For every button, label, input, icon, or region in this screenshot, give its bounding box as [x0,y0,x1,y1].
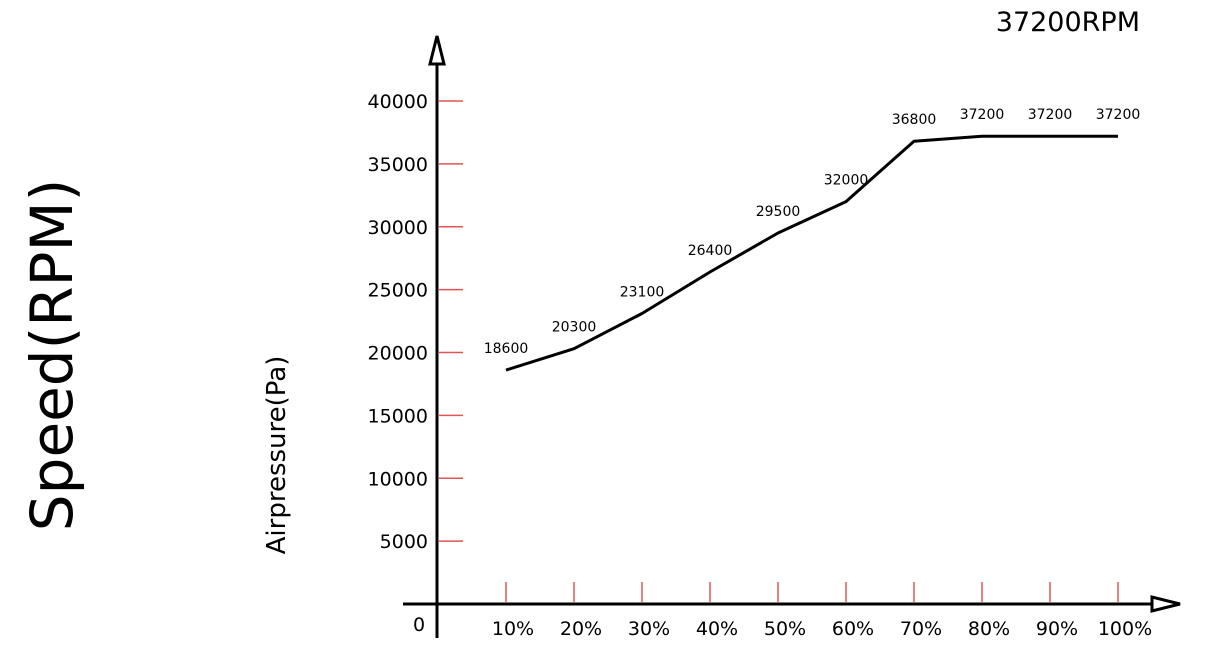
y-axis-arrow [428,35,446,66]
y-tick-label: 15000 [368,405,428,427]
x-tick-label: 60% [832,618,874,640]
side-speed-label: Speed(RPM) [18,179,86,531]
data-label: 36800 [892,112,937,128]
origin-label: 0 [413,614,425,636]
x-tick-label: 30% [628,618,670,640]
y-axis-label: Airpressure(Pa) [262,356,292,555]
data-label: 26400 [688,243,733,259]
x-tick-label: 100% [1098,618,1152,640]
x-tick-label: 10% [492,618,534,640]
data-label: 37200 [1028,107,1073,123]
y-tick-label: 5000 [380,531,428,553]
x-tick-label: 70% [900,618,942,640]
data-label: 37200 [960,107,1005,123]
x-tick-label: 50% [764,618,806,640]
x-tick-label: 80% [968,618,1010,640]
y-tick-label: 30000 [368,217,428,239]
x-tick-label: 90% [1036,618,1078,640]
data-label: 20300 [552,320,597,336]
y-tick-label: 10000 [368,468,428,490]
y-tick-label: 40000 [368,91,428,113]
x-tick-label: 20% [560,618,602,640]
x-tick-label: 40% [696,618,738,640]
y-tick-label: 35000 [368,154,428,176]
y-tick-label: 20000 [368,343,428,365]
y-ticks: 5000 10000 15000 20000 25000 30000 35000 40000 [368,91,463,553]
x-axis-arrow [1150,595,1181,613]
y-tick-label: 25000 [368,280,428,302]
chart-title: 37200RPM [996,7,1140,38]
x-ticks: 10% 20% 30% 40% 50% 60% 70% 80% 90% 100% [492,582,1152,640]
data-label: 29500 [756,204,801,220]
data-labels: 18600 20300 23100 26400 29500 32000 36800 37200… [484,107,1141,357]
data-label: 37200 [1096,107,1141,123]
series-line [505,134,1118,372]
data-label: 18600 [484,341,529,357]
data-label: 32000 [824,173,869,189]
data-label: 23100 [620,285,665,301]
